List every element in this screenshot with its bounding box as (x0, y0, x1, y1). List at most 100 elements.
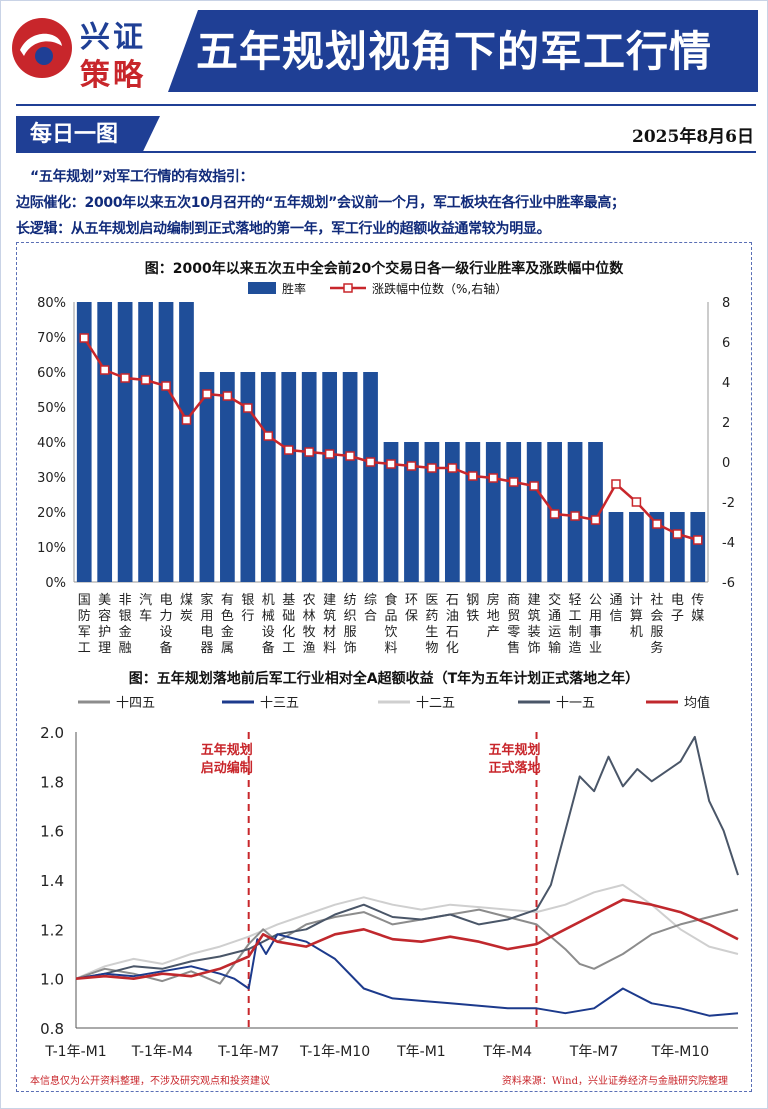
win-rate-bar (342, 372, 358, 582)
x-category-label: 化 (282, 625, 295, 640)
win-rate-bar (669, 512, 685, 582)
median-change-marker (447, 463, 458, 473)
x-category-label: 护 (98, 625, 111, 640)
y-tick-label: 1.2 (40, 921, 64, 939)
x-category-label: 药 (425, 609, 438, 624)
x-tick-label: T年-M10 (651, 1044, 710, 1060)
win-rate-bar (404, 442, 419, 582)
x-category-label: 通 (548, 609, 561, 624)
legend-bar-swatch (248, 282, 276, 294)
x-category-label: 环 (405, 593, 418, 608)
x-category-label: 子 (671, 609, 684, 624)
x-category-label: 农 (303, 593, 316, 608)
legend-label-s12: 十二五 (416, 696, 455, 711)
x-category-label: 渔 (303, 641, 316, 656)
x-category-label: 工 (78, 641, 91, 656)
legend-label-s13: 十三五 (260, 696, 299, 711)
y-right-tick-label: 6 (722, 336, 730, 351)
x-category-label: 料 (384, 641, 397, 656)
legend-bar-label: 胜率 (282, 281, 306, 296)
y-left-tick-label: 70% (37, 331, 66, 346)
series-line-s14 (75, 908, 739, 985)
y-left-tick-label: 40% (37, 436, 66, 451)
y-left-tick-label: 0% (45, 576, 66, 591)
win-rate-bar (444, 442, 460, 582)
y-left-tick-label: 50% (37, 401, 66, 416)
y-right-tick-label: 2 (722, 416, 730, 431)
x-category-label: 基 (282, 593, 295, 608)
section-label: 每日一图 (30, 121, 119, 147)
x-category-label: 交 (548, 592, 561, 608)
x-category-label: 运 (548, 625, 561, 640)
x-category-label: 合 (364, 609, 377, 624)
win-rate-bar (383, 442, 399, 582)
x-category-label: 色 (221, 608, 234, 624)
win-rate-bar (526, 442, 542, 582)
legend-label-mean: 均值 (684, 695, 710, 711)
x-category-label: 建 (323, 593, 336, 608)
y-tick-label: 1.8 (40, 773, 64, 791)
x-category-label: 物 (425, 641, 438, 656)
x-category-label: 服 (650, 625, 663, 640)
x-category-label: 制 (569, 625, 582, 640)
x-category-label: 炭 (180, 609, 193, 624)
win-rate-bar (301, 372, 317, 582)
x-category-label: 石 (446, 593, 459, 608)
intro-line-3: 长逻辑：从五年规划启动编制到正式落地的第一年，军工行业的超额收益通常较为明显。 (16, 221, 551, 237)
x-category-label: 纺 (344, 593, 357, 608)
legend-line-marker (343, 283, 353, 293)
brand-logo-icon (12, 18, 72, 78)
median-change-marker (345, 451, 355, 461)
section-tab (16, 116, 160, 152)
x-category-label: 生 (425, 625, 438, 640)
x-category-label: 筑 (528, 608, 541, 624)
x-category-label: 输 (548, 640, 561, 656)
brand-line-1: 兴证 (80, 20, 146, 55)
x-category-label: 计 (630, 593, 643, 608)
x-category-label: 工 (569, 609, 582, 624)
x-category-label: 备 (160, 640, 173, 656)
win-rate-bar (117, 302, 133, 582)
x-category-label: 牧 (303, 625, 316, 640)
y-left-tick-label: 80% (37, 296, 66, 311)
win-rate-bar (240, 372, 256, 582)
header-band (168, 10, 758, 92)
win-rate-bar (220, 372, 235, 582)
chart2-title: 图：五年规划落地前后军工行业相对全A超额收益（T年为五年计划正式落地之年） (128, 671, 640, 687)
intro-line-1: “五年规划”对军工行情的有效指引： (30, 169, 254, 185)
x-category-label: 容 (98, 608, 111, 624)
y-right-tick-label: -2 (722, 496, 735, 511)
x-category-label: 传 (691, 593, 704, 608)
y-tick-label: 1.0 (40, 971, 64, 989)
x-category-label: 售 (507, 640, 520, 656)
x-category-label: 汽 (139, 593, 152, 608)
x-category-label: 钢 (466, 593, 479, 608)
annotation-label: 正式落地 (489, 760, 541, 776)
x-category-label: 理 (98, 641, 111, 656)
x-tick-label: T-1年-M10 (299, 1044, 370, 1060)
x-category-label: 服 (344, 625, 357, 640)
median-change-marker (611, 479, 621, 489)
median-change-marker (529, 481, 539, 491)
y-right-tick-label: 0 (722, 456, 730, 471)
x-category-label: 建 (528, 593, 541, 608)
x-category-label: 械 (262, 609, 275, 624)
x-category-label: 铁 (466, 609, 479, 624)
median-change-marker (283, 445, 294, 455)
y-left-tick-label: 30% (37, 471, 66, 486)
median-change-marker (202, 389, 212, 399)
x-category-label: 材 (323, 625, 336, 640)
x-category-label: 媒 (691, 609, 704, 624)
x-category-label: 综 (364, 593, 377, 608)
win-rate-bar (179, 302, 194, 582)
win-rate-bar (138, 302, 153, 582)
x-category-label: 煤 (180, 593, 193, 608)
median-change-marker (161, 381, 171, 391)
x-category-label: 品 (384, 609, 397, 624)
x-category-label: 银 (241, 593, 254, 608)
x-category-label: 化 (446, 641, 459, 656)
win-rate-bar (322, 372, 338, 582)
median-change-marker (222, 391, 233, 401)
x-category-label: 事 (589, 625, 602, 640)
median-change-marker (365, 457, 376, 467)
